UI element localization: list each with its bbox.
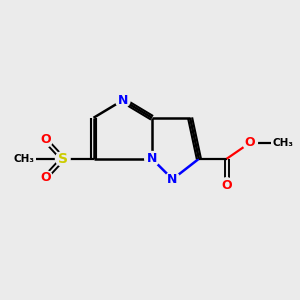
Text: O: O bbox=[221, 178, 232, 192]
Text: S: S bbox=[58, 152, 68, 166]
Text: CH₃: CH₃ bbox=[272, 138, 293, 148]
Text: N: N bbox=[147, 152, 157, 165]
Circle shape bbox=[38, 170, 52, 185]
Circle shape bbox=[145, 152, 159, 166]
Circle shape bbox=[243, 135, 257, 150]
Circle shape bbox=[165, 172, 180, 187]
Circle shape bbox=[116, 93, 130, 108]
Circle shape bbox=[56, 152, 70, 166]
Text: N: N bbox=[167, 173, 178, 186]
Circle shape bbox=[219, 178, 234, 192]
Text: O: O bbox=[40, 133, 50, 146]
Text: O: O bbox=[245, 136, 255, 149]
Circle shape bbox=[38, 132, 52, 147]
Text: N: N bbox=[118, 94, 128, 107]
Text: CH₃: CH₃ bbox=[14, 154, 35, 164]
Text: O: O bbox=[40, 171, 50, 184]
